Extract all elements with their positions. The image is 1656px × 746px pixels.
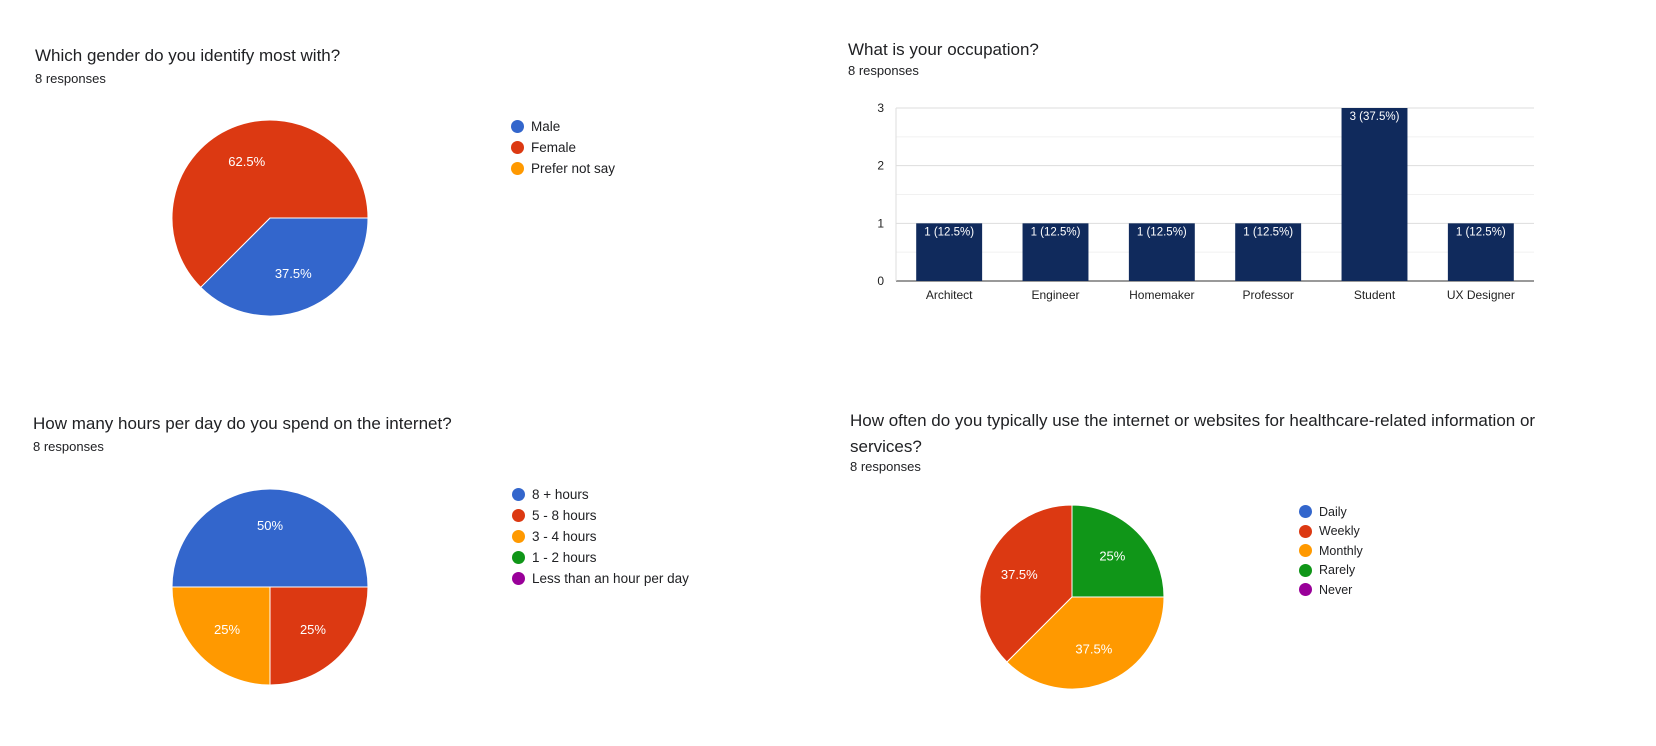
- hours-response-count: 8 responses: [33, 439, 104, 454]
- y-tick-label: 0: [877, 274, 884, 288]
- hours-legend: 8 + hours 5 - 8 hours 3 - 4 hours 1 - 2 hou…: [512, 484, 689, 589]
- legend-swatch: [512, 509, 525, 522]
- healthcare-pie-chart: 37.5% 37.5% 25%: [979, 504, 1165, 690]
- legend-item-weekly: Weekly: [1299, 522, 1363, 542]
- legend-item-prefer-not-say: Prefer not say: [511, 158, 615, 179]
- healthcare-legend: Daily Weekly Monthly Rarely Never: [1299, 502, 1363, 600]
- legend-item-3-4-hours: 3 - 4 hours: [512, 526, 689, 547]
- legend-label: Male: [531, 119, 561, 134]
- legend-label: Monthly: [1319, 543, 1363, 558]
- legend-swatch: [512, 551, 525, 564]
- gender-legend: Male Female Prefer not say: [511, 116, 615, 179]
- gender-response-count: 8 responses: [35, 71, 106, 86]
- x-tick-label: Student: [1354, 288, 1396, 302]
- legend-swatch: [512, 572, 525, 585]
- pie-label-3-4-hours: 25%: [214, 622, 240, 637]
- hours-pie-chart: 50% 25% 25%: [171, 488, 369, 686]
- legend-item-less-than-an-hour-per-day: Less than an hour per day: [512, 568, 689, 589]
- bar-data-label: 3 (37.5%): [1350, 111, 1400, 123]
- pie-slice-8-hours: [171, 488, 369, 588]
- pie-slice-5-8-hours: [269, 586, 369, 686]
- pie-label-monthly: 37.5%: [1075, 642, 1112, 657]
- legend-label: 5 - 8 hours: [532, 508, 597, 523]
- legend-item-rarely: Rarely: [1299, 561, 1363, 581]
- legend-item-daily: Daily: [1299, 502, 1363, 522]
- legend-item-1-2-hours: 1 - 2 hours: [512, 547, 689, 568]
- gender-pie-chart: 37.5% 62.5%: [171, 119, 369, 317]
- y-tick-label: 3: [877, 101, 884, 115]
- legend-swatch: [1299, 524, 1312, 538]
- legend-label: Weekly: [1319, 524, 1360, 539]
- legend-item-female: Female: [511, 137, 615, 158]
- pie-slice-weekly: [979, 504, 1073, 663]
- legend-item-never: Never: [1299, 580, 1363, 600]
- x-tick-label: Homemaker: [1129, 288, 1194, 302]
- pie-label-8-hours: 50%: [257, 518, 283, 533]
- hours-question-title: How many hours per day do you spend on t…: [33, 414, 452, 433]
- occupation-bar-chart: 0 1 2 3 1 (12.5%) Architect 1 (12.5%) Engineer 1…: [877, 101, 1534, 302]
- legend-swatch: [1299, 544, 1312, 558]
- legend-label: Daily: [1319, 504, 1347, 519]
- x-tick-label: Professor: [1242, 288, 1293, 302]
- legend-label: Prefer not say: [531, 161, 616, 176]
- legend-label: Less than an hour per day: [532, 571, 689, 586]
- pie-slice-female: [171, 119, 369, 289]
- gender-question-title: Which gender do you identify most with?: [35, 46, 341, 65]
- y-tick-label: 2: [877, 159, 884, 173]
- legend-label: 1 - 2 hours: [532, 550, 597, 565]
- pie-label-female: 62.5%: [228, 154, 265, 169]
- pie-label-rarely: 25%: [1099, 549, 1125, 564]
- x-tick-label: Engineer: [1031, 288, 1079, 302]
- pie-label-weekly: 37.5%: [1001, 567, 1038, 582]
- legend-swatch: [511, 162, 524, 175]
- bar-data-label: 1 (12.5%): [1031, 226, 1081, 238]
- legend-item-8-hours: 8 + hours: [512, 484, 689, 505]
- pie-slice-rarely: [1071, 504, 1165, 598]
- legend-label: 3 - 4 hours: [532, 529, 597, 544]
- bar-data-label: 1 (12.5%): [1456, 226, 1506, 238]
- legend-swatch: [1299, 563, 1312, 577]
- legend-swatch: [512, 530, 525, 543]
- x-tick-label: UX Designer: [1447, 288, 1515, 302]
- bar-data-label: 1 (12.5%): [1137, 226, 1187, 238]
- bar-ux-designer: [1447, 223, 1514, 281]
- bar-student: [1341, 108, 1408, 281]
- pie-slice-male: [199, 217, 369, 317]
- legend-label: Never: [1319, 582, 1353, 597]
- legend-swatch: [512, 488, 525, 501]
- legend-label: Rarely: [1319, 563, 1356, 578]
- occupation-question-title: What is your occupation?: [848, 40, 1039, 59]
- pie-slice-3-4-hours: [171, 586, 271, 686]
- legend-item-monthly: Monthly: [1299, 541, 1363, 561]
- healthcare-question-title: How often do you typically use the inter…: [850, 411, 1536, 456]
- bar-data-label: 1 (12.5%): [1243, 226, 1293, 238]
- pie-slice-monthly: [1006, 596, 1165, 690]
- legend-label: Female: [531, 140, 577, 155]
- legend-item-male: Male: [511, 116, 615, 137]
- legend-label: 8 + hours: [532, 487, 589, 502]
- pie-label-5-8-hours: 25%: [300, 622, 326, 637]
- healthcare-response-count: 8 responses: [850, 459, 921, 474]
- y-tick-label: 1: [877, 216, 884, 230]
- legend-swatch: [1299, 505, 1312, 519]
- legend-item-5-8-hours: 5 - 8 hours: [512, 505, 689, 526]
- occupation-response-count: 8 responses: [848, 63, 919, 78]
- pie-label-male: 37.5%: [275, 266, 312, 281]
- bar-homemaker: [1128, 223, 1195, 281]
- bar-engineer: [1022, 223, 1089, 281]
- bar-architect: [916, 223, 983, 281]
- legend-swatch: [511, 120, 524, 133]
- bar-data-label: 1 (12.5%): [924, 226, 974, 238]
- bar-professor: [1235, 223, 1302, 281]
- legend-swatch: [1299, 583, 1312, 597]
- x-tick-label: Architect: [926, 288, 973, 302]
- legend-swatch: [511, 141, 524, 154]
